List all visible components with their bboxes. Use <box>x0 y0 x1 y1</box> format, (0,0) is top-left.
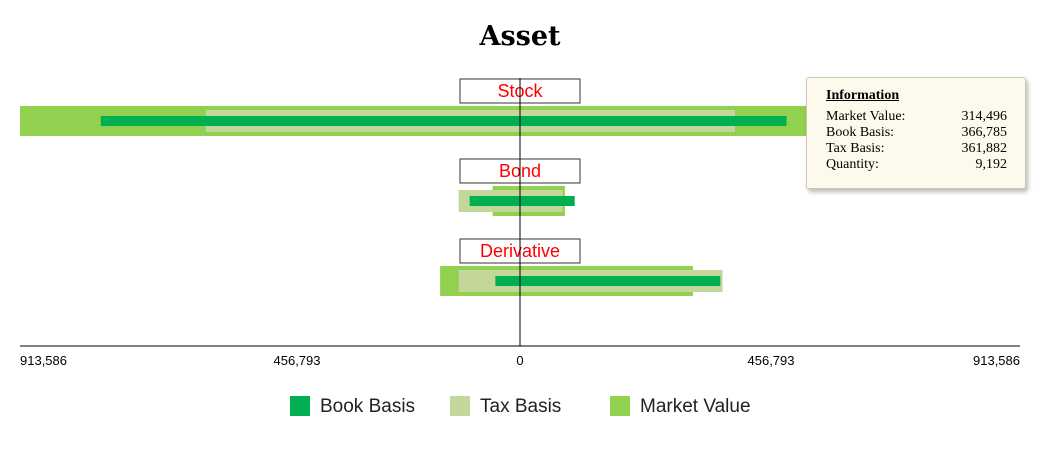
bar-book-basis-stock[interactable] <box>100 116 787 126</box>
tooltip-label: Tax Basis: <box>826 141 885 156</box>
tooltip-value: 314,496 <box>961 109 1008 124</box>
tooltip-row-tax-basis: Tax Basis: 361,882 <box>826 141 1007 157</box>
bar-book-basis-bond[interactable] <box>469 196 575 206</box>
legend-label-market-value[interactable]: Market Value <box>640 396 751 417</box>
tooltip-value: 366,785 <box>961 125 1008 140</box>
x-tick-label: 913,586 <box>20 353 67 368</box>
tooltip-label: Market Value: <box>826 109 906 124</box>
legend-label-book-basis[interactable]: Book Basis <box>320 396 415 417</box>
tooltip-row-quantity: Quantity: 9,192 <box>826 157 1007 173</box>
x-axis-ticks: 913,586 456,793 0 456,793 913,586 <box>20 353 1020 368</box>
x-tick-label: 0 <box>516 353 523 368</box>
legend-swatch-tax-basis[interactable] <box>450 396 470 416</box>
legend: Book Basis Tax Basis Market Value <box>290 396 751 417</box>
tooltip-value: 361,882 <box>961 141 1008 156</box>
tooltip-label: Quantity: <box>826 157 879 172</box>
bars-group <box>20 106 816 296</box>
tooltip-title: Information <box>826 88 900 103</box>
tooltip-label: Book Basis: <box>826 125 895 140</box>
chart-title: Asset <box>479 21 562 52</box>
legend-swatch-book-basis[interactable] <box>290 396 310 416</box>
legend-label-tax-basis[interactable]: Tax Basis <box>480 396 561 417</box>
information-tooltip: Information Market Value: 314,496 Book B… <box>806 77 1026 189</box>
bar-book-basis-derivative[interactable] <box>495 276 721 286</box>
x-tick-label: 456,793 <box>274 353 321 368</box>
tooltip-row-book-basis: Book Basis: 366,785 <box>826 125 1007 141</box>
tooltip-value: 9,192 <box>975 157 1008 172</box>
x-tick-label: 913,586 <box>973 353 1020 368</box>
x-tick-label: 456,793 <box>748 353 795 368</box>
tooltip-row-market-value: Market Value: 314,496 <box>826 109 1007 125</box>
legend-swatch-market-value[interactable] <box>610 396 630 416</box>
